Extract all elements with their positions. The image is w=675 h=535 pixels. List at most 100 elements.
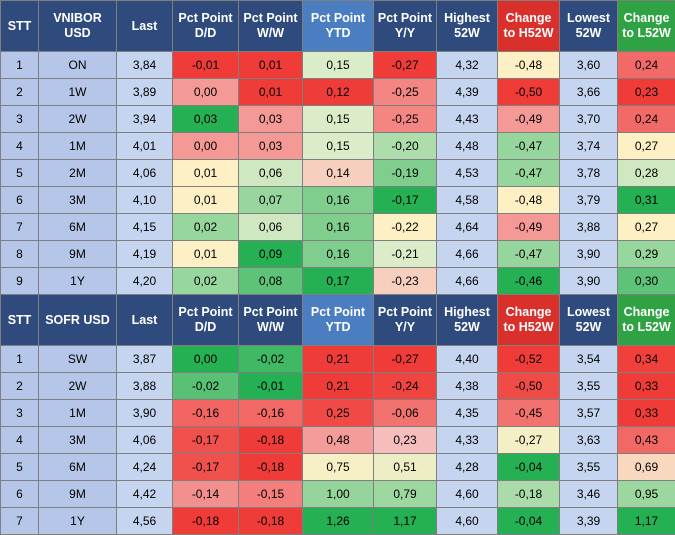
low-cell: 3,70: [560, 106, 618, 133]
tenor-cell: 2W: [39, 373, 117, 400]
high-cell: 4,40: [437, 346, 498, 373]
stt-cell: 7: [1, 508, 39, 535]
dd-cell: -0,01: [173, 52, 239, 79]
change-high-cell: -0,47: [498, 133, 560, 160]
stt-cell: 4: [1, 427, 39, 454]
header-stt: STT: [1, 1, 39, 52]
high-cell: 4,39: [437, 79, 498, 106]
change-low-cell: 0,30: [618, 268, 675, 295]
dd-cell: -0,18: [173, 508, 239, 535]
ww-cell: 0,03: [239, 106, 303, 133]
header-tenor: SOFR USD: [39, 295, 117, 346]
low-cell: 3,39: [560, 508, 618, 535]
last-cell: 3,87: [117, 346, 173, 373]
stt-cell: 8: [1, 241, 39, 268]
change-low-cell: 0,27: [618, 214, 675, 241]
yy-cell: -0,17: [374, 187, 437, 214]
header-ww: Pct Point W/W: [239, 1, 303, 52]
ww-cell: 0,07: [239, 187, 303, 214]
low-cell: 3,88: [560, 214, 618, 241]
change-high-cell: -0,46: [498, 268, 560, 295]
last-cell: 3,88: [117, 373, 173, 400]
stt-cell: 5: [1, 454, 39, 481]
header-yy: Pct Point Y/Y: [374, 1, 437, 52]
ytd-cell: 0,12: [303, 79, 374, 106]
header-change-low: Change to L52W: [618, 295, 675, 346]
last-cell: 4,19: [117, 241, 173, 268]
low-cell: 3,79: [560, 187, 618, 214]
header-change-high: Change to H52W: [498, 295, 560, 346]
change-low-cell: 1,17: [618, 508, 675, 535]
ww-cell: 0,01: [239, 52, 303, 79]
stt-cell: 6: [1, 481, 39, 508]
low-cell: 3,90: [560, 268, 618, 295]
ww-cell: 0,09: [239, 241, 303, 268]
low-cell: 3,60: [560, 52, 618, 79]
yy-cell: -0,22: [374, 214, 437, 241]
high-cell: 4,60: [437, 481, 498, 508]
last-cell: 4,06: [117, 427, 173, 454]
ww-cell: -0,18: [239, 427, 303, 454]
header-ww: Pct Point W/W: [239, 295, 303, 346]
change-low-cell: 0,29: [618, 241, 675, 268]
yy-cell: -0,19: [374, 160, 437, 187]
yy-cell: -0,25: [374, 106, 437, 133]
last-cell: 4,56: [117, 508, 173, 535]
header-high: Highest 52W: [437, 295, 498, 346]
tenor-cell: 6M: [39, 214, 117, 241]
last-cell: 3,94: [117, 106, 173, 133]
tenor-cell: 1M: [39, 133, 117, 160]
last-cell: 4,20: [117, 268, 173, 295]
tenor-cell: 2W: [39, 106, 117, 133]
yy-cell: 1,17: [374, 508, 437, 535]
low-cell: 3,55: [560, 373, 618, 400]
change-high-cell: -0,18: [498, 481, 560, 508]
high-cell: 4,48: [437, 133, 498, 160]
yy-cell: -0,23: [374, 268, 437, 295]
dd-cell: -0,17: [173, 427, 239, 454]
tenor-cell: SW: [39, 346, 117, 373]
tenor-cell: 3M: [39, 187, 117, 214]
stt-cell: 3: [1, 106, 39, 133]
high-cell: 4,64: [437, 214, 498, 241]
high-cell: 4,33: [437, 427, 498, 454]
change-high-cell: -0,50: [498, 79, 560, 106]
change-low-cell: 0,24: [618, 106, 675, 133]
ww-cell: -0,01: [239, 373, 303, 400]
ytd-cell: 0,16: [303, 214, 374, 241]
high-cell: 4,53: [437, 160, 498, 187]
ytd-cell: 0,15: [303, 106, 374, 133]
high-cell: 4,66: [437, 268, 498, 295]
change-high-cell: -0,48: [498, 187, 560, 214]
ww-cell: 0,08: [239, 268, 303, 295]
change-high-cell: -0,45: [498, 400, 560, 427]
change-high-cell: -0,47: [498, 241, 560, 268]
header-change-high: Change to H52W: [498, 1, 560, 52]
header-last: Last: [117, 295, 173, 346]
header-stt: STT: [1, 295, 39, 346]
low-cell: 3,57: [560, 400, 618, 427]
dd-cell: 0,02: [173, 214, 239, 241]
dd-cell: 0,03: [173, 106, 239, 133]
yy-cell: -0,27: [374, 52, 437, 79]
tenor-cell: 2M: [39, 160, 117, 187]
yy-cell: 0,51: [374, 454, 437, 481]
dd-cell: -0,02: [173, 373, 239, 400]
tenor-cell: 1M: [39, 400, 117, 427]
ww-cell: -0,02: [239, 346, 303, 373]
high-cell: 4,35: [437, 400, 498, 427]
low-cell: 3,46: [560, 481, 618, 508]
last-cell: 4,42: [117, 481, 173, 508]
tenor-cell: 6M: [39, 454, 117, 481]
yy-cell: -0,20: [374, 133, 437, 160]
change-high-cell: -0,52: [498, 346, 560, 373]
vnibor-header-row: STT VNIBOR USD Last Pct Point D/D Pct Po…: [1, 1, 675, 52]
